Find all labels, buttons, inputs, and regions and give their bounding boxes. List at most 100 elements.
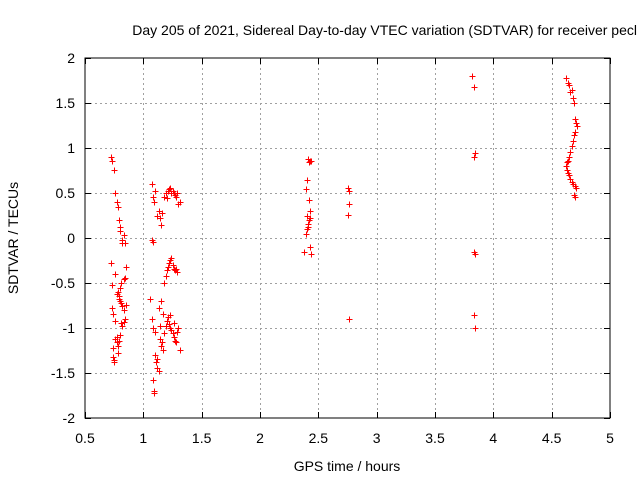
data-point (304, 177, 311, 184)
data-point (110, 345, 117, 352)
data-point (116, 338, 123, 345)
data-point (167, 185, 174, 192)
data-point (471, 312, 478, 319)
y-tick-label: 1 (67, 140, 75, 156)
data-point (158, 298, 165, 305)
data-point (121, 319, 128, 326)
data-point (110, 354, 117, 361)
data-point (151, 390, 158, 397)
data-point (570, 138, 577, 145)
data-point (308, 251, 315, 258)
data-point (118, 320, 125, 327)
data-point (159, 339, 166, 346)
data-point (158, 222, 165, 229)
data-point (346, 201, 353, 208)
data-point (122, 240, 129, 247)
y-tick-labels: -2 -1.5 -1 -0.5 0 0.5 1 1.5 2 (51, 50, 75, 426)
x-tick-label: 4 (489, 430, 497, 446)
data-point (171, 320, 178, 327)
data-point (565, 158, 572, 165)
data-point (149, 181, 156, 188)
data-point (117, 332, 124, 339)
data-point (303, 186, 310, 193)
data-point (346, 316, 353, 323)
data-point (111, 359, 118, 366)
data-point (166, 186, 173, 193)
data-point (572, 129, 579, 136)
data-point (167, 312, 174, 319)
data-point (119, 303, 126, 310)
data-point (566, 154, 573, 161)
data-point (574, 123, 581, 130)
x-tick-label: 4.5 (542, 430, 562, 446)
data-point (156, 305, 163, 312)
y-tick-label: -0.5 (51, 275, 75, 291)
data-point (345, 185, 352, 192)
data-point (573, 120, 580, 127)
data-point (569, 143, 576, 150)
x-tick-label: 2.5 (309, 430, 329, 446)
data-point (170, 262, 177, 269)
data-point (307, 208, 314, 215)
data-point (109, 282, 116, 289)
data-point (112, 336, 119, 343)
data-point (346, 188, 353, 195)
data-point (163, 273, 170, 280)
data-point (122, 316, 129, 323)
data-point (150, 377, 157, 384)
data-point (112, 318, 119, 325)
data-point (307, 215, 314, 222)
data-point (153, 359, 160, 366)
data-point (303, 231, 310, 238)
data-point (119, 323, 126, 330)
data-point (173, 194, 180, 201)
data-point (572, 116, 579, 123)
data-point (154, 356, 161, 363)
data-point (161, 280, 168, 287)
data-point (109, 158, 116, 165)
x-tick-label: 0.5 (75, 430, 95, 446)
y-tick-label: -1 (63, 320, 76, 336)
data-point (471, 154, 478, 161)
chart-title: Day 205 of 2021, Sidereal Day-to-day VTE… (132, 22, 637, 38)
data-point (160, 347, 167, 354)
data-point (161, 194, 168, 201)
data-point (306, 197, 313, 204)
data-point (115, 343, 122, 350)
data-point (157, 215, 164, 222)
data-point (108, 154, 115, 161)
data-point (173, 266, 180, 273)
data-point (159, 210, 166, 217)
y-tick-label: 1.5 (56, 95, 76, 111)
data-point (114, 291, 121, 298)
data-point (175, 325, 182, 332)
data-point (171, 334, 178, 341)
data-point (118, 280, 125, 287)
data-point (151, 199, 158, 206)
x-tick-label: 3 (373, 430, 381, 446)
data-point (152, 352, 159, 359)
x-axis-label: GPS time / hours (294, 458, 401, 474)
y-tick-label: 0 (67, 230, 75, 246)
data-point (566, 82, 573, 89)
data-point (121, 232, 128, 239)
data-point (110, 311, 117, 318)
y-axis-label: SDTVAR / TECUs (5, 182, 21, 294)
data-points (108, 73, 581, 397)
x-tick-label: 2 (256, 430, 264, 446)
data-point (569, 87, 576, 94)
data-point (121, 307, 128, 314)
data-point (122, 275, 129, 282)
data-point (572, 194, 579, 201)
data-point (158, 343, 165, 350)
plot-frame (84, 57, 611, 419)
data-point (174, 329, 181, 336)
data-point (109, 305, 116, 312)
data-point (156, 368, 163, 375)
data-point (472, 325, 479, 332)
x-tick-label: 1 (139, 430, 147, 446)
data-point (117, 228, 124, 235)
data-point (168, 255, 175, 262)
data-point (472, 251, 479, 258)
